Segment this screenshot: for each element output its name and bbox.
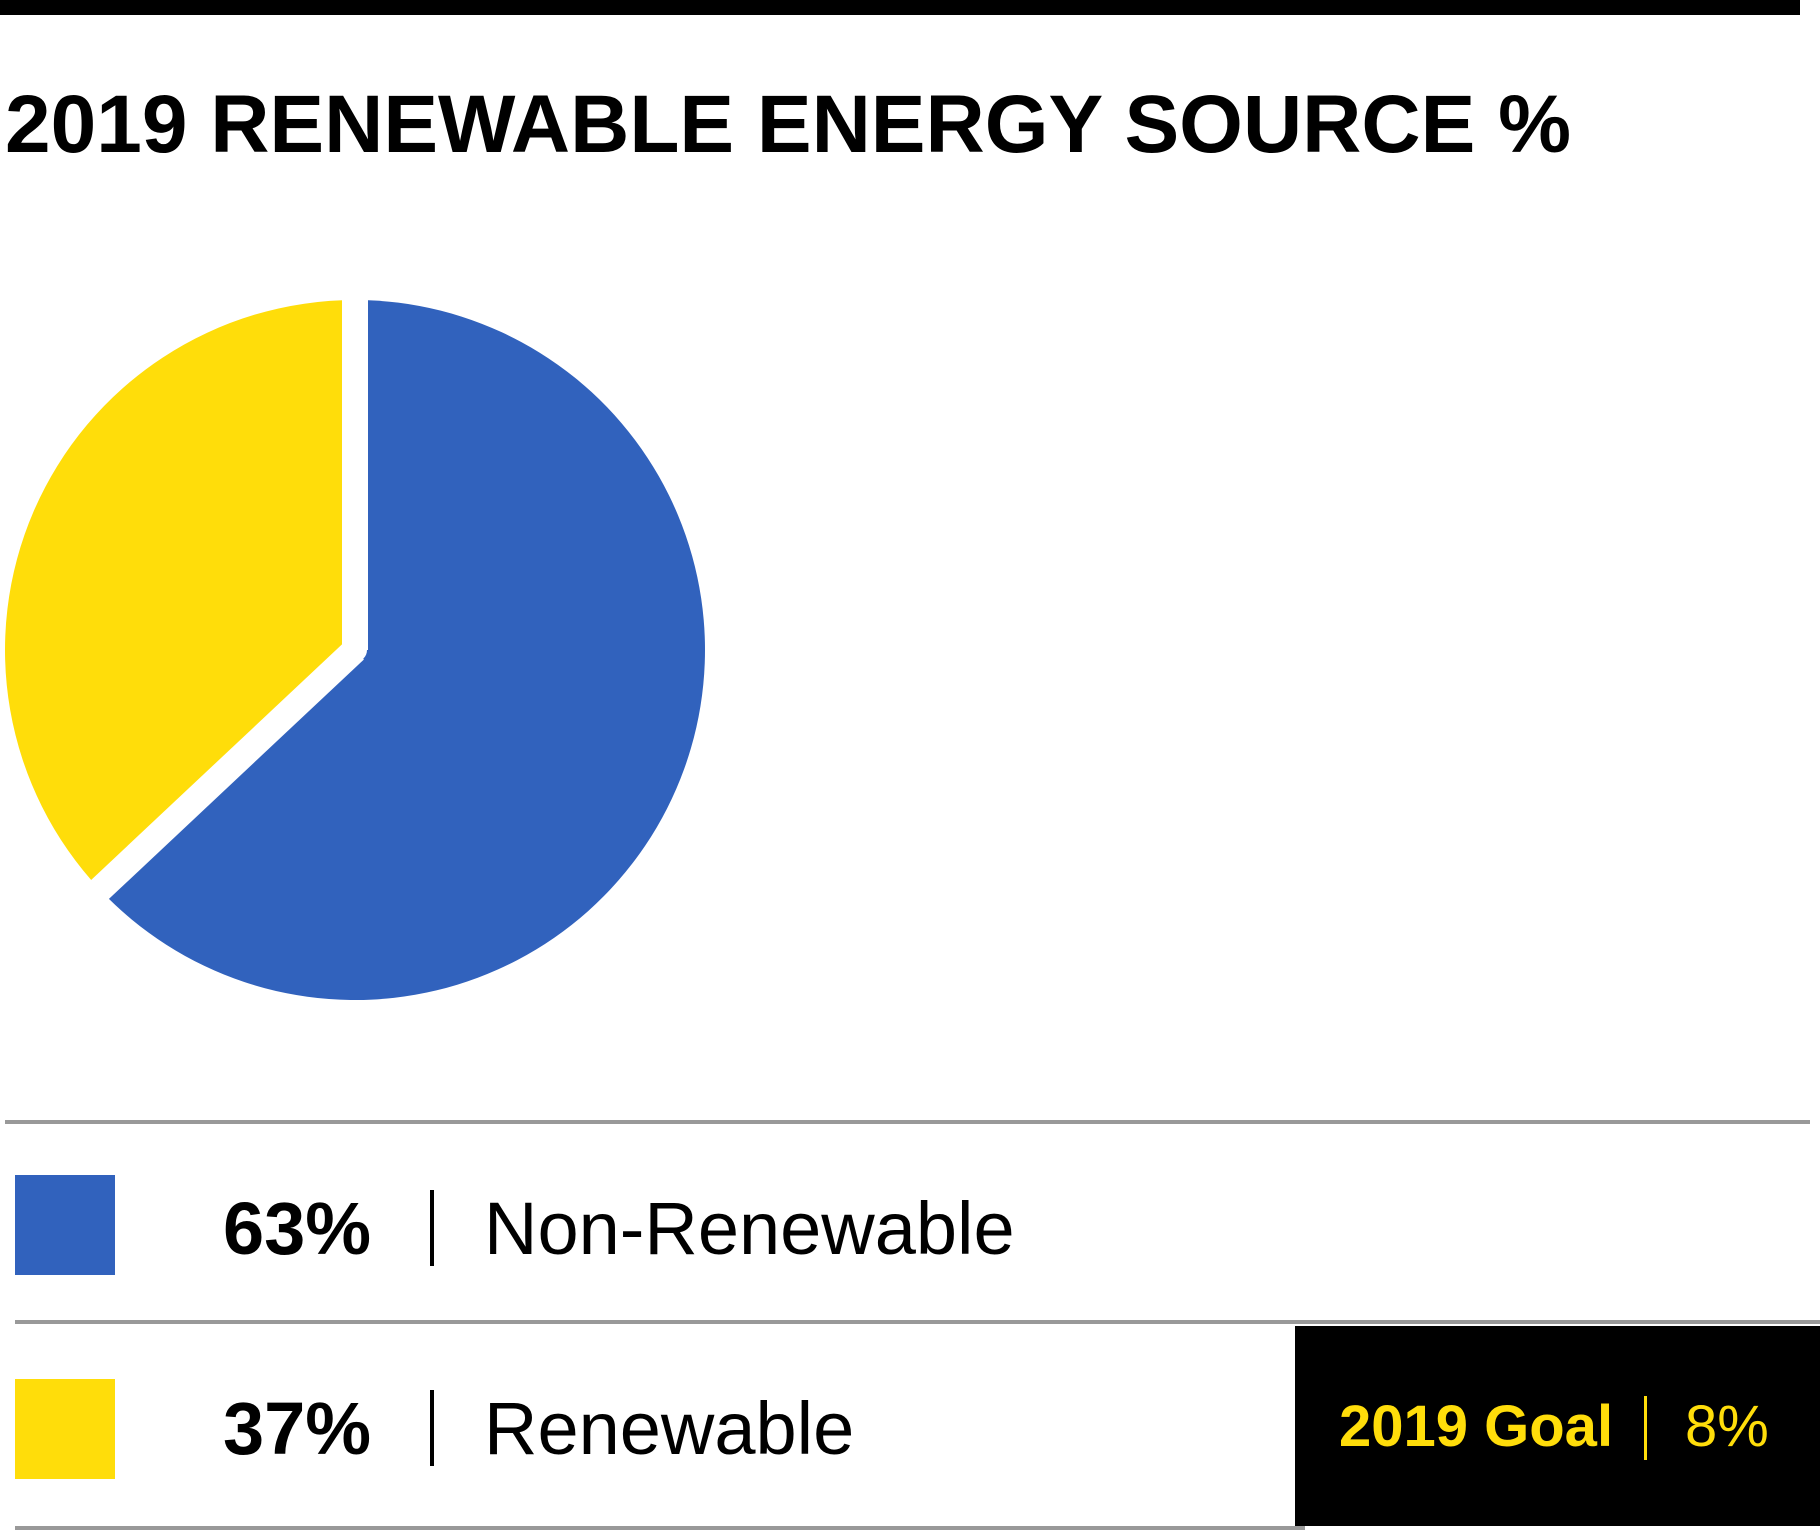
legend-divider-top: [5, 1120, 1810, 1124]
legend-row-renewable: 37% Renewable: [0, 1325, 1820, 1515]
pie-slice-non-renewable: [99, 300, 705, 1000]
pie-slice-renewable: [5, 300, 356, 890]
pie-hub: [343, 638, 367, 662]
goal-value: 8%: [1685, 1394, 1769, 1459]
legend-separator: [430, 1390, 434, 1466]
pie-chart: [0, 290, 720, 1010]
legend-swatch-renewable: [15, 1379, 115, 1479]
legend-label-renewable: Renewable: [484, 1387, 855, 1470]
legend-swatch-non-renewable: [15, 1175, 115, 1275]
chart-title: 2019 RENEWABLE ENERGY SOURCE %: [5, 79, 1572, 170]
pie-slice-separator: [83, 640, 364, 906]
goal-separator: [1644, 1396, 1647, 1460]
pie-svg: [5, 290, 705, 1000]
legend-value-non-renewable: 63%: [223, 1187, 372, 1270]
legend-separator: [430, 1190, 434, 1266]
legend-label-non-renewable: Non-Renewable: [484, 1187, 1015, 1270]
legend-value-renewable: 37%: [223, 1387, 372, 1470]
goal-callout: 2019 Goal 8%: [1295, 1326, 1820, 1526]
legend-row-non-renewable: 63% Non-Renewable: [0, 1125, 1820, 1315]
top-rule: [0, 0, 1800, 15]
legend-divider-middle: [15, 1320, 1820, 1324]
goal-label: 2019 Goal: [1339, 1394, 1614, 1459]
legend-divider-bottom: [15, 1526, 1305, 1530]
